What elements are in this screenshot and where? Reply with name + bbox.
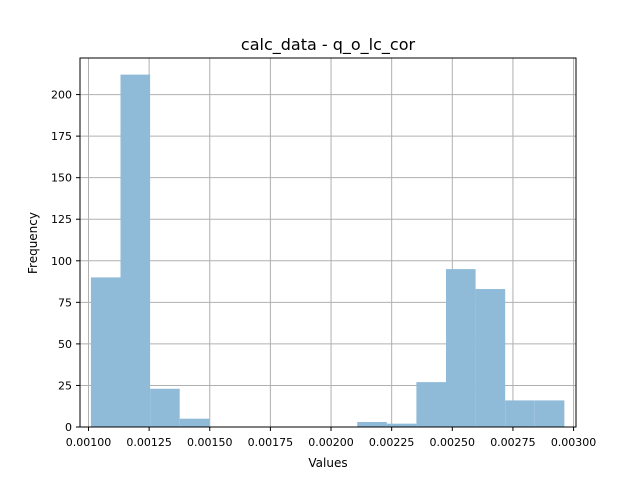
histogram-bar xyxy=(120,74,151,428)
histogram-bar xyxy=(416,382,446,427)
histogram-bar xyxy=(357,422,387,427)
x-tick-label: 0.00150 xyxy=(187,436,233,449)
chart-title: calc_data - q_o_lc_cor xyxy=(241,35,416,55)
x-tick-label: 0.00125 xyxy=(126,436,172,449)
y-tick-label: 100 xyxy=(51,255,72,268)
x-tick-label: 0.00225 xyxy=(369,436,415,449)
histogram-bar xyxy=(386,423,417,427)
x-tick-label: 0.00250 xyxy=(430,436,476,449)
plot-frame xyxy=(79,57,577,428)
y-tick-label: 50 xyxy=(58,338,72,351)
x-tick-label: 0.00200 xyxy=(308,436,354,449)
y-tick-label: 125 xyxy=(51,213,72,226)
histogram-bar xyxy=(150,388,180,427)
x-tick-label: 0.00300 xyxy=(551,436,597,449)
y-tick-label: 150 xyxy=(51,172,72,185)
x-axis-label: Values xyxy=(308,456,347,470)
y-tick-label: 200 xyxy=(51,89,72,102)
x-axis-ticks: 0.00100 0.00125 0.00150 0.00175 0.00200 0.002… xyxy=(66,427,597,449)
histogram-bar xyxy=(475,289,506,427)
y-axis-ticks: 0 25 50 75 100 125 150 175 200 xyxy=(51,89,80,434)
histogram-bar xyxy=(534,400,565,427)
y-tick-label: 175 xyxy=(51,130,72,143)
x-tick-label: 0.00100 xyxy=(66,436,112,449)
histogram-bar xyxy=(179,418,210,427)
x-tick-label: 0.00275 xyxy=(490,436,536,449)
x-tick-label: 0.00175 xyxy=(248,436,294,449)
histogram-bar xyxy=(505,400,535,427)
y-tick-label: 25 xyxy=(58,379,72,392)
y-axis-label: Frequency xyxy=(26,212,40,274)
histogram-bar xyxy=(90,277,121,427)
y-tick-label: 75 xyxy=(58,296,72,309)
y-tick-label: 0 xyxy=(65,421,72,434)
histogram-bar xyxy=(445,269,476,427)
histogram-bars xyxy=(90,74,565,428)
